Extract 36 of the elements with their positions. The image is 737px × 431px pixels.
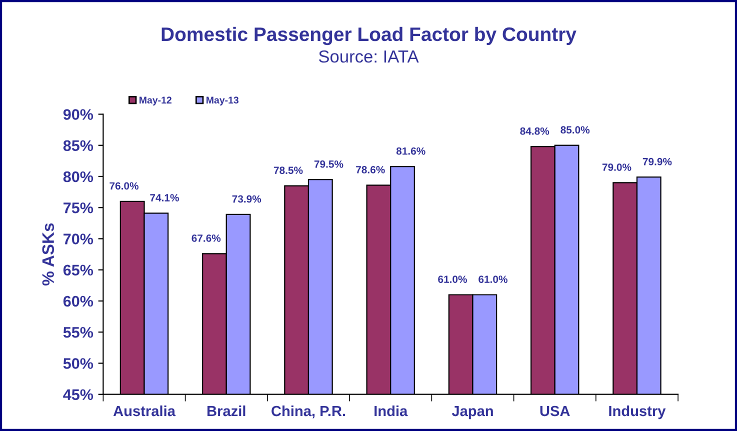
data-label: 79.5%: [314, 160, 344, 168]
data-label: 85.0%: [560, 126, 590, 134]
y-axis-title: % ASKs: [42, 223, 54, 286]
y-tick-label: 80%: [63, 171, 94, 182]
y-tick-label: 65%: [63, 264, 94, 276]
chart-title: Domestic Passenger Load Factor by Country: [162, 26, 576, 46]
x-tick-label: China, P.R.: [272, 405, 346, 418]
y-tick-label: 50%: [63, 358, 94, 369]
y-tick-label: 85%: [63, 140, 94, 152]
data-label: 67.6%: [192, 234, 221, 242]
y-tick-label: 75%: [64, 202, 94, 214]
data-label: 78.6%: [356, 166, 385, 174]
x-tick-label: USA: [540, 406, 570, 416]
x-tick-label: Australia: [113, 405, 176, 416]
chart-subtitle: Source: IATA: [318, 50, 419, 63]
data-label: 61.0%: [438, 276, 467, 283]
y-tick-label: 60%: [63, 296, 94, 307]
y-tick-label: 55%: [63, 327, 94, 338]
legend-label: May-13: [206, 96, 238, 106]
data-label: 79.0%: [602, 164, 632, 171]
x-tick-label: Japan: [452, 406, 493, 420]
x-tick-label: India: [374, 405, 408, 416]
data-label: 73.9%: [232, 195, 262, 203]
data-label: 79.9%: [642, 158, 672, 166]
x-tick-label: Brazil: [207, 405, 246, 416]
y-tick-label: 70%: [64, 234, 94, 244]
data-label: 81.6%: [396, 147, 426, 155]
legend-label: May-12: [140, 96, 172, 106]
data-label: 84.8%: [520, 127, 550, 135]
data-label: 76.0%: [110, 182, 138, 190]
data-label: 74.1%: [150, 194, 179, 202]
data-label: 61.0%: [478, 276, 508, 283]
y-tick-label: 45%: [63, 389, 94, 400]
y-tick-label: 90%: [63, 109, 94, 120]
x-tick-label: Industry: [609, 405, 666, 420]
data-label: 78.5%: [274, 166, 303, 174]
